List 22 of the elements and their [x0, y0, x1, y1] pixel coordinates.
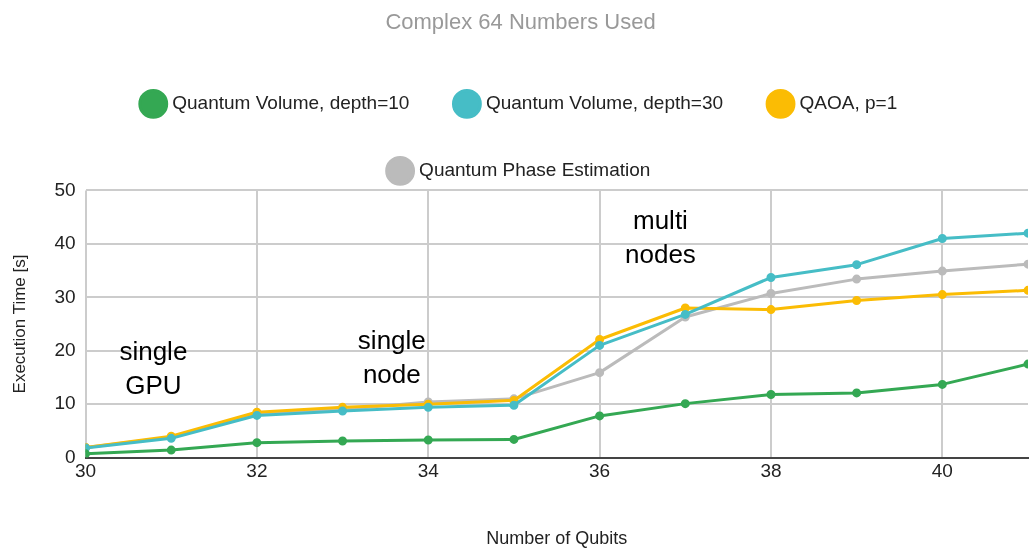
annotation: single GPU [119, 335, 188, 400]
y-tick-label: 10 [54, 392, 76, 414]
legend-label: Quantum Volume, depth=10 [172, 92, 410, 114]
legend-label: Quantum Phase Estimation [419, 159, 651, 181]
annotation: multi nodes [625, 204, 696, 269]
y-tick-label: 40 [54, 232, 76, 254]
y-tick-label: 20 [54, 338, 76, 360]
x-tick-label: 34 [417, 460, 440, 482]
x-tick-label: 32 [246, 460, 268, 482]
x-tick-label: 40 [931, 460, 953, 482]
legend-label: QAOA, p=1 [799, 92, 898, 114]
annotation: single node [357, 324, 426, 389]
chart-title: Complex 64 Numbers Used [385, 9, 656, 35]
y-tick-label: 0 [64, 445, 76, 467]
x-tick-label: 36 [589, 460, 611, 482]
legend-label: Quantum Volume, depth=30 [485, 92, 724, 114]
x-tick-label: 38 [760, 460, 782, 482]
y-tick-label: 50 [54, 178, 76, 200]
x-tick-label: 30 [74, 460, 97, 482]
x-axis-title: Number of Qubits [486, 528, 628, 549]
y-tick-label: 30 [54, 285, 76, 307]
y-axis-title: Execution Time [s] [9, 254, 29, 394]
